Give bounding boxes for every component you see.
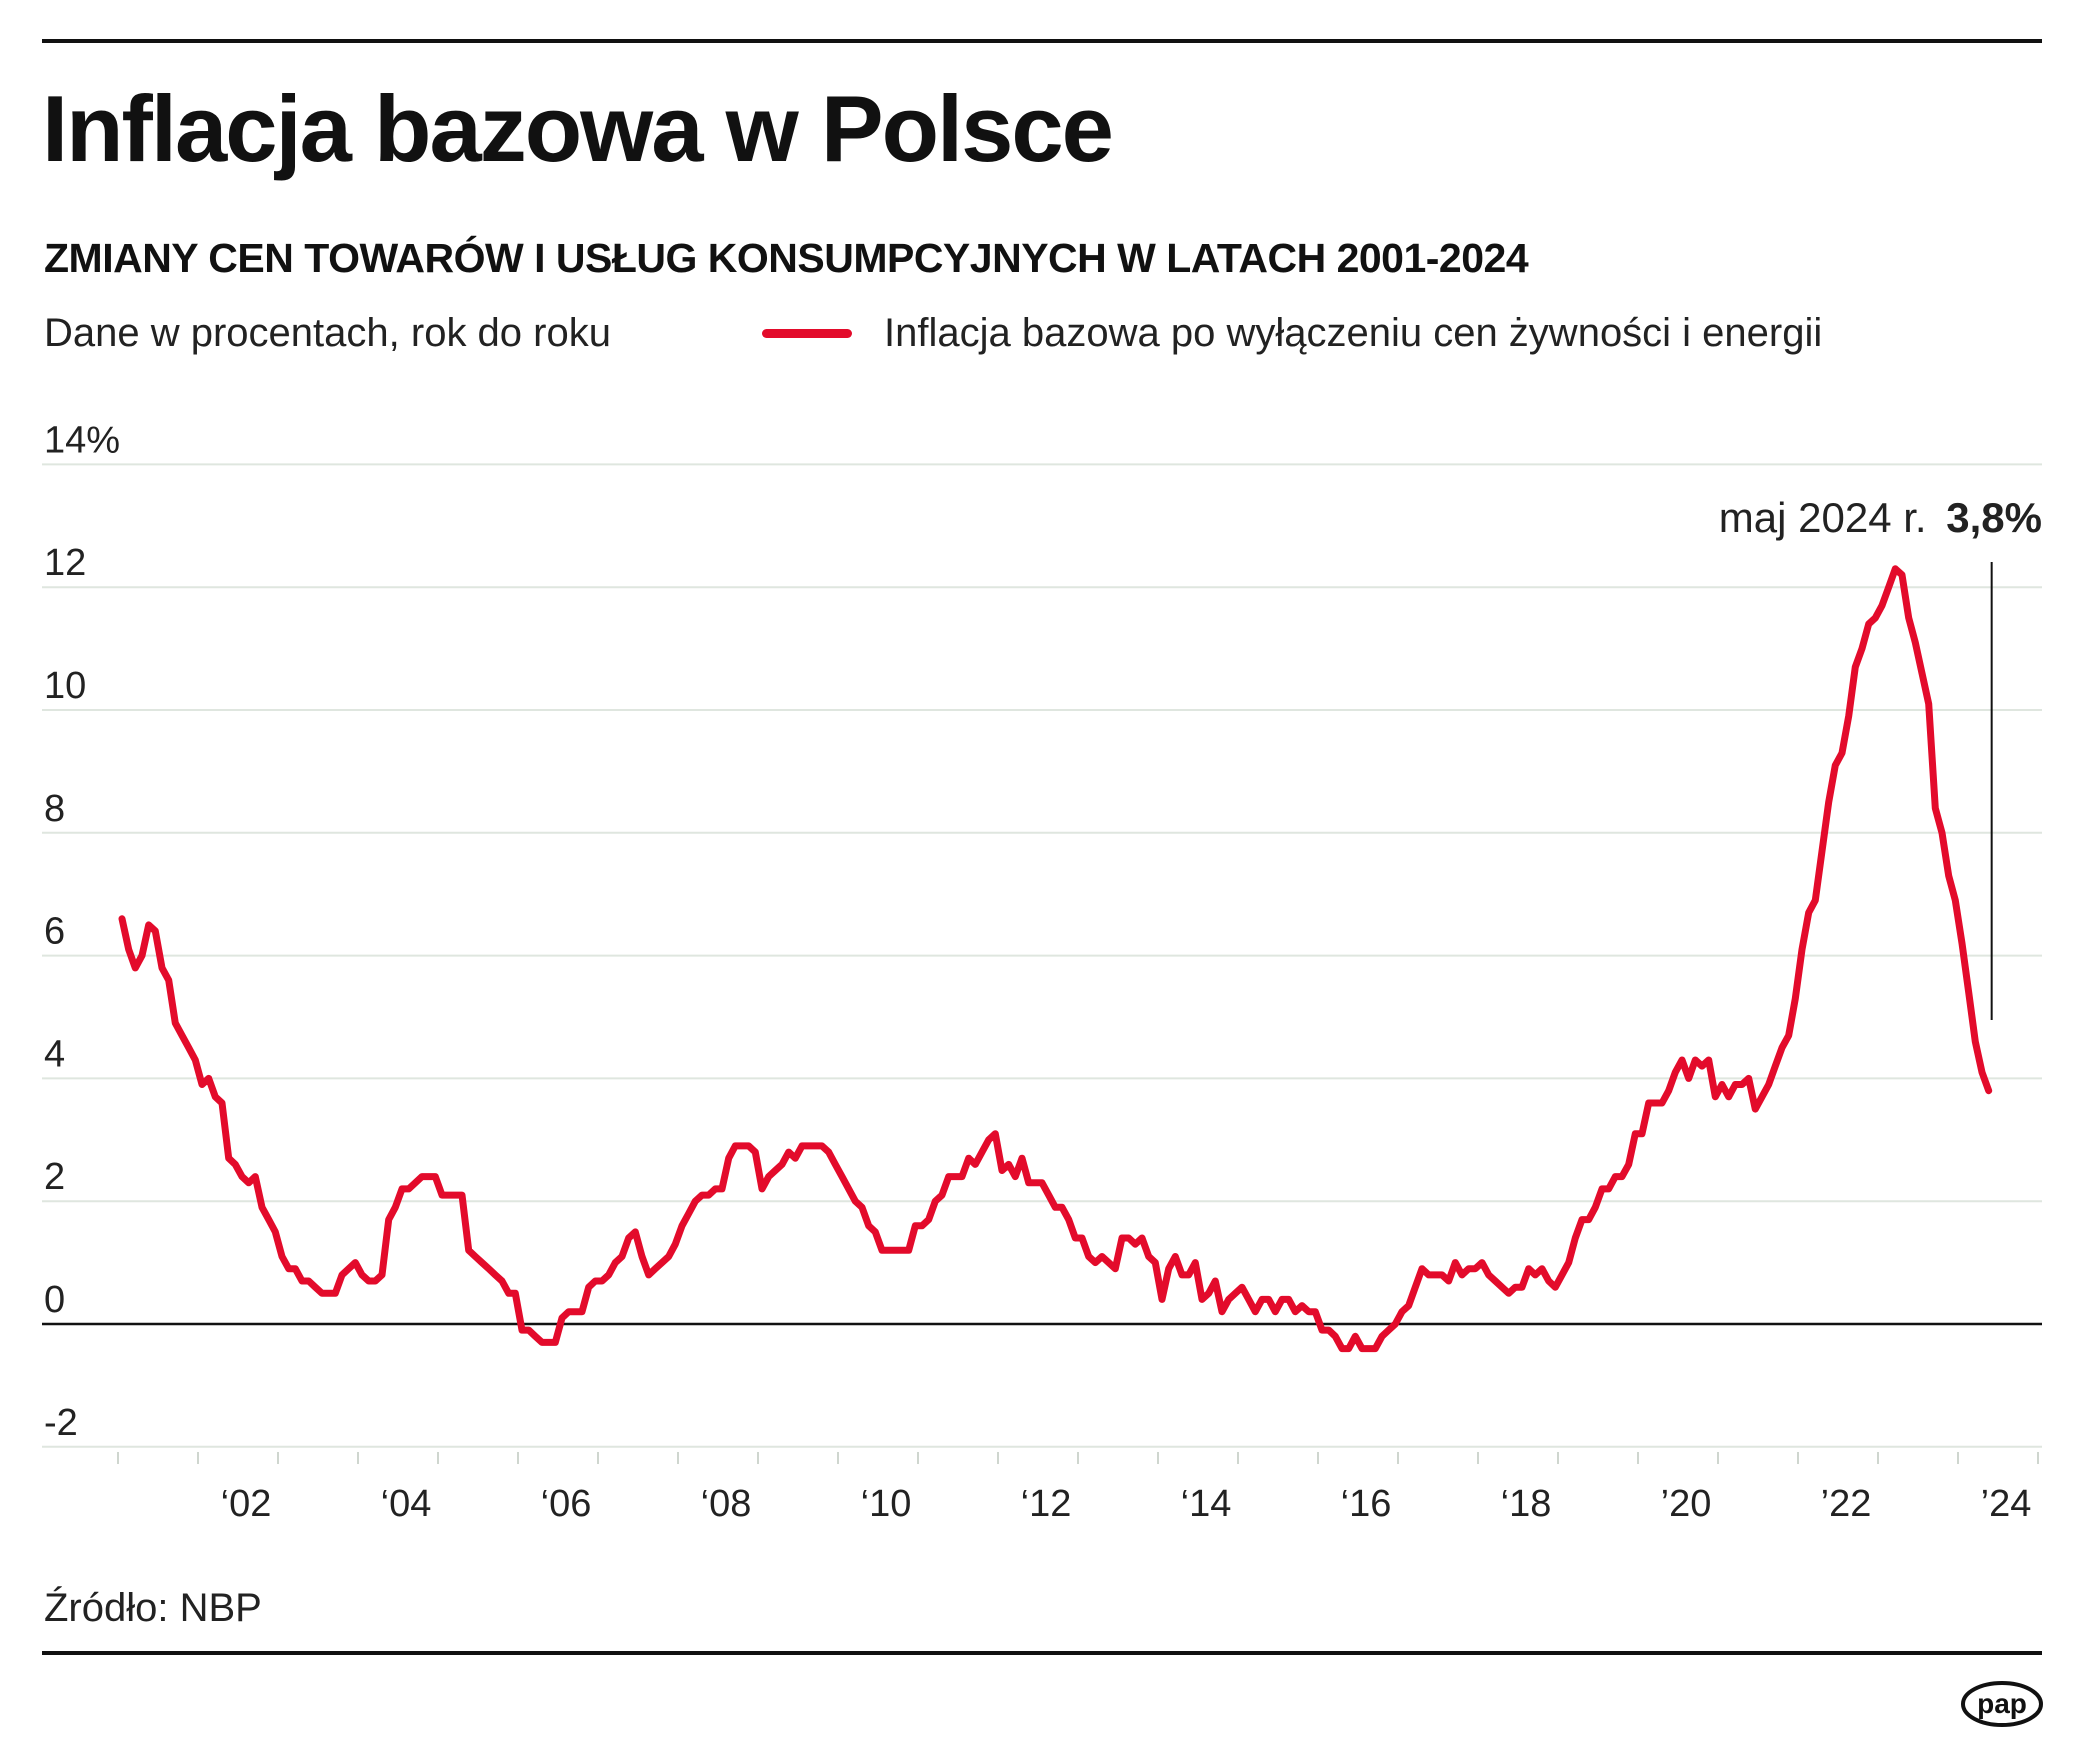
- unit-note: Dane w procentach, rok do roku: [44, 311, 611, 355]
- x-tick-label: ‘06: [541, 1483, 592, 1525]
- y-tick-label: 14%: [44, 419, 120, 461]
- annotation-value: 3,8%: [1946, 494, 2042, 541]
- subtitle: ZMIANY CEN TOWARÓW I USŁUG KONSUMPCYJNYC…: [44, 235, 1529, 281]
- x-tick-label: ‘16: [1341, 1483, 1392, 1525]
- legend-label: Inflacja bazowa po wyłączeniu cen żywnoś…: [884, 311, 1823, 355]
- x-tick-label: ‘10: [861, 1483, 912, 1525]
- x-tick-label: ‘14: [1181, 1483, 1232, 1525]
- annotation-label: maj 2024 r.: [1719, 494, 1927, 541]
- svg-text:pap: pap: [1977, 1688, 2027, 1719]
- y-axis-labels: 14% 12 10 8 6 4 2 0 -2: [44, 419, 120, 1443]
- y-tick-label: 4: [44, 1033, 65, 1075]
- x-tick-label: ‘02: [221, 1483, 272, 1525]
- x-tick-label: ‘08: [701, 1483, 752, 1525]
- y-tick-label: 8: [44, 788, 65, 830]
- x-tick-label: ’24: [1981, 1483, 2032, 1525]
- y-tick-label: 6: [44, 911, 65, 953]
- pap-logo: pap: [1961, 1681, 2043, 1727]
- page-title: Inflacja bazowa w Polsce: [42, 76, 1114, 181]
- x-tick-label: ‘18: [1501, 1483, 1552, 1525]
- annotation: maj 2024 r. 3,8%: [1719, 494, 2042, 541]
- y-tick-label: 12: [44, 542, 86, 584]
- legend-swatch: [762, 328, 852, 338]
- bottom-rule: [42, 1651, 2042, 1655]
- x-tick-label: ’22: [1821, 1483, 1872, 1525]
- legend: Inflacja bazowa po wyłączeniu cen żywnoś…: [762, 313, 1822, 353]
- x-tick-label: ‘12: [1021, 1483, 1072, 1525]
- y-tick-label: 2: [44, 1156, 65, 1198]
- source-note: Źródło: NBP: [44, 1586, 262, 1630]
- y-tick-label: -2: [44, 1402, 78, 1444]
- y-tick-label: 0: [44, 1279, 65, 1321]
- y-tick-label: 10: [44, 665, 86, 707]
- top-rule: [42, 39, 2042, 43]
- x-axis: ‘02 ‘04 ‘06 ‘08 ‘10 ‘12 ‘14 ‘16 ‘18 ’20 ’22 ’24: [117, 1452, 2039, 1525]
- series-line: [118, 565, 1993, 1353]
- x-tick-label: ‘04: [381, 1483, 432, 1525]
- x-tick-label: ’20: [1661, 1483, 1712, 1525]
- gridlines: [42, 463, 2042, 1448]
